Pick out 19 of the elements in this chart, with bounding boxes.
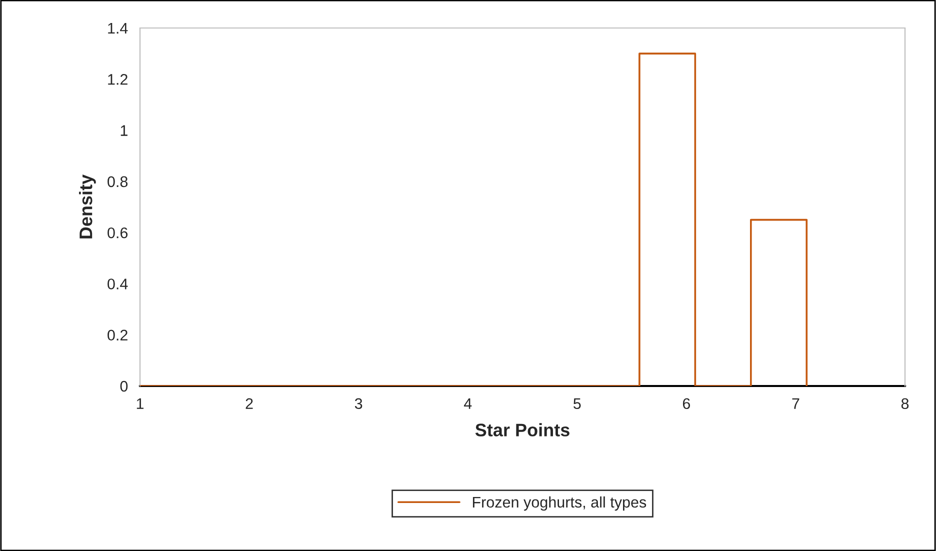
y-tick-label: 0.8 — [108, 176, 128, 188]
x-tick-label: 1 — [136, 398, 144, 409]
y-tick-label: 0.4 — [108, 278, 128, 290]
x-axis-title: Star Points — [475, 423, 570, 436]
x-tick-label: 4 — [464, 398, 472, 409]
y-tick-label: 1 — [120, 125, 128, 136]
x-tick-label: 8 — [901, 398, 909, 410]
y-tick-label: 1.2 — [108, 74, 128, 85]
legend-label: Frozen yoghurts, all types — [472, 496, 646, 511]
x-tick-label: 2 — [246, 398, 253, 409]
x-tick-label: 3 — [354, 398, 362, 410]
y-tick-label: 0.2 — [108, 330, 128, 341]
x-tick-label: 5 — [574, 398, 581, 410]
y-tick-label: 1.4 — [108, 23, 128, 34]
x-tick-label: 7 — [792, 398, 800, 409]
y-axis-title: Density — [79, 174, 96, 238]
x-tick-label: 6 — [682, 398, 690, 410]
y-tick-label: 0 — [120, 380, 128, 392]
y-tick-label: 0.6 — [108, 227, 128, 238]
